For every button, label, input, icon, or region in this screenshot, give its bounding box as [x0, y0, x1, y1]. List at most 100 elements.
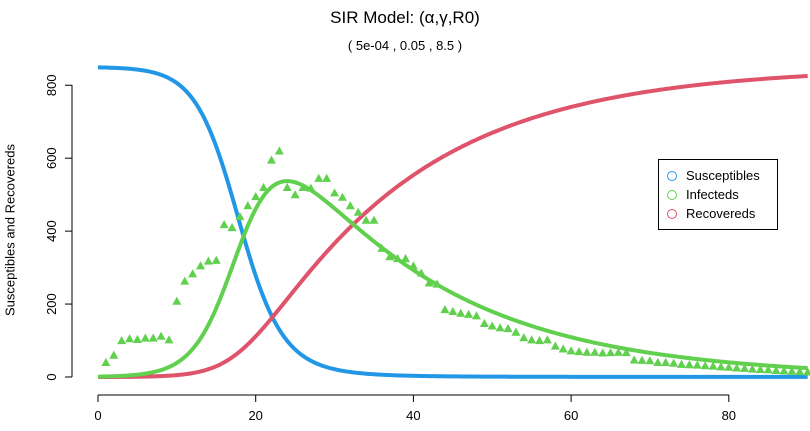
data-point-triangle — [266, 155, 276, 164]
data-point-triangle — [361, 215, 371, 224]
observed-points — [101, 146, 810, 376]
data-point-triangle — [125, 334, 135, 343]
x-tick-label: 0 — [94, 408, 101, 423]
x-tick-label: 20 — [248, 408, 262, 423]
data-point-triangle — [527, 335, 537, 344]
data-point-triangle — [566, 346, 576, 355]
data-point-triangle — [432, 279, 442, 288]
data-point-triangle — [117, 336, 127, 345]
data-point-triangle — [503, 323, 513, 333]
data-point-triangle — [542, 335, 552, 344]
data-point-triangle — [779, 366, 789, 375]
data-point-triangle — [724, 362, 734, 371]
legend-item-susceptibles: Susceptibles — [667, 166, 777, 185]
data-point-triangle — [582, 347, 592, 356]
data-point-triangle — [393, 253, 403, 263]
data-point-triangle — [385, 252, 395, 261]
data-point-triangle — [519, 333, 529, 342]
data-point-triangle — [590, 347, 600, 356]
legend-label: Infecteds — [686, 187, 739, 202]
legend-item-recovereds: Recovereds — [667, 204, 777, 223]
data-point-triangle — [495, 323, 505, 332]
data-point-triangle — [259, 182, 269, 191]
y-axis-ticks: 0 200 400 600 800 — [44, 74, 72, 381]
data-point-triangle — [330, 188, 340, 197]
series-line-infecteds — [97, 179, 809, 379]
data-point-triangle — [440, 305, 450, 314]
data-point-triangle — [629, 355, 639, 364]
data-point-triangle — [156, 331, 166, 340]
data-point-triangle — [511, 327, 521, 336]
data-point-triangle — [661, 357, 671, 367]
data-point-triangle — [306, 183, 316, 192]
data-point-triangle — [109, 350, 119, 359]
data-point-triangle — [535, 336, 545, 345]
data-point-triangle — [606, 348, 616, 357]
data-point-triangle — [732, 363, 742, 372]
legend-item-infecteds: Infecteds — [667, 185, 777, 204]
legend-circle-icon — [667, 208, 677, 219]
y-tick-label: 0 — [44, 373, 59, 380]
data-point-triangle — [164, 335, 174, 344]
data-point-triangle — [345, 201, 355, 210]
data-point-triangle — [471, 311, 481, 320]
data-point-triangle — [314, 173, 324, 182]
data-point-triangle — [574, 346, 584, 356]
y-tick-label: 200 — [44, 293, 59, 315]
x-tick-label: 40 — [406, 408, 420, 423]
legend-circle-icon — [667, 189, 677, 200]
y-axis-label: Susceptibles and Recovereds — [2, 144, 18, 316]
data-point-triangle — [132, 334, 142, 344]
data-point-triangle — [188, 269, 198, 278]
data-point-triangle — [101, 357, 111, 367]
data-point-triangle — [771, 365, 781, 375]
legend-label: Recovereds — [686, 206, 756, 221]
data-point-triangle — [684, 360, 694, 369]
data-point-triangle — [598, 348, 608, 357]
data-point-triangle — [700, 361, 710, 370]
data-point-triangle — [211, 255, 221, 264]
data-point-triangle — [692, 360, 702, 369]
data-point-triangle — [148, 333, 158, 342]
data-point-triangle — [787, 366, 797, 375]
y-tick-label: 800 — [44, 74, 59, 96]
data-point-triangle — [408, 261, 418, 270]
data-point-triangle — [456, 308, 466, 317]
data-point-triangle — [803, 367, 810, 376]
data-point-triangle — [747, 364, 757, 373]
data-point-triangle — [464, 309, 474, 318]
data-point-triangle — [251, 191, 261, 201]
legend-circle-icon — [667, 170, 677, 181]
chart-subtitle: ( 5e-04 , 0.05 , 8.5 ) — [347, 38, 463, 53]
y-tick-label: 600 — [44, 147, 59, 169]
data-point-triangle — [401, 253, 411, 263]
data-point-triangle — [613, 347, 623, 356]
legend-label: Susceptibles — [686, 168, 760, 183]
data-point-triangle — [140, 333, 150, 342]
series-line-recovereds — [97, 73, 809, 379]
data-point-triangle — [235, 212, 245, 221]
data-point-triangle — [448, 306, 458, 315]
data-point-triangle — [243, 201, 253, 210]
data-point-triangle — [353, 207, 363, 216]
data-point-triangle — [558, 344, 568, 353]
x-tick-label: 60 — [564, 408, 578, 423]
data-point-triangle — [755, 364, 765, 373]
data-point-triangle — [172, 296, 182, 305]
data-point-triangle — [708, 361, 718, 370]
data-point-triangle — [203, 256, 213, 265]
data-point-triangle — [322, 173, 332, 182]
data-point-triangle — [369, 215, 379, 224]
y-tick-label: 400 — [44, 220, 59, 242]
data-point-triangle — [487, 321, 497, 330]
data-point-triangle — [274, 146, 284, 155]
data-point-triangle — [290, 190, 300, 199]
data-point-triangle — [550, 341, 560, 350]
data-point-triangle — [740, 363, 750, 372]
series-line-susceptibles — [97, 65, 809, 379]
data-point-triangle — [377, 243, 387, 252]
data-point-triangle — [196, 261, 206, 270]
data-point-triangle — [676, 359, 686, 368]
data-point-triangle — [337, 192, 347, 201]
data-point-triangle — [621, 348, 631, 357]
